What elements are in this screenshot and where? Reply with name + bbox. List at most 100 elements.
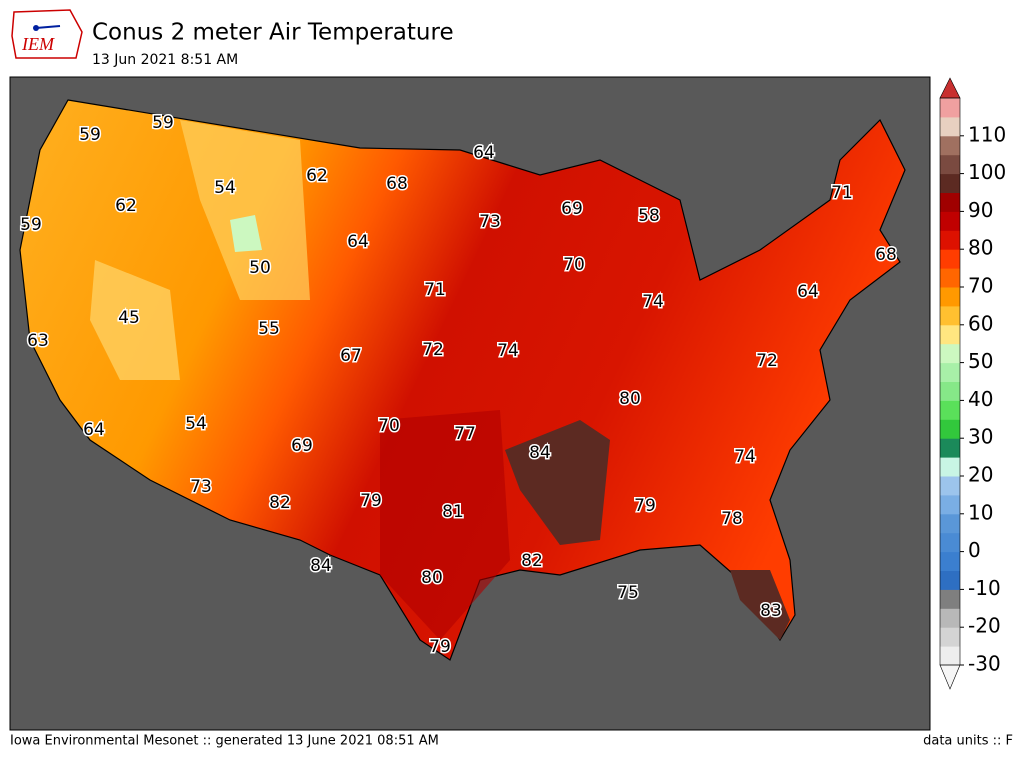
colorbar-band xyxy=(940,287,960,307)
colorbar-extend-top xyxy=(939,77,961,99)
temperature-label: 58 xyxy=(638,206,660,226)
temperature-label: 74 xyxy=(642,292,664,312)
colorbar-band xyxy=(940,211,960,231)
colorbar-band xyxy=(940,249,960,269)
logo-text: IEM xyxy=(21,34,55,54)
colorbar-band xyxy=(940,268,960,288)
temperature-label: 64 xyxy=(347,232,369,252)
colorbar-frame xyxy=(939,97,961,666)
temperature-label: 82 xyxy=(269,493,291,513)
temperature-label: 72 xyxy=(422,340,444,360)
temperature-label: 63 xyxy=(27,331,49,351)
temperature-label: 80 xyxy=(421,568,443,588)
colorbar-band xyxy=(940,192,960,212)
temperature-label: 64 xyxy=(83,420,105,440)
colorbar-tick-label: 60 xyxy=(968,311,993,335)
colorbar-tick-label: 10 xyxy=(968,500,993,524)
footer-left: Iowa Environmental Mesonet :: generated … xyxy=(10,734,439,749)
temperature-label: 73 xyxy=(479,212,501,232)
colorbar-band xyxy=(940,98,960,118)
colorbar-band xyxy=(940,494,960,515)
temperature-label: 72 xyxy=(756,351,778,371)
colorbar-band xyxy=(940,135,960,156)
colorbar-band xyxy=(940,513,960,534)
temperature-label: 74 xyxy=(497,341,519,361)
logo: IEM xyxy=(11,9,83,59)
temperature-label: 54 xyxy=(185,414,207,434)
temperature-label: 59 xyxy=(20,215,42,235)
temperature-label: 79 xyxy=(360,491,382,511)
colorbar-band xyxy=(940,608,960,628)
temperature-label: 79 xyxy=(429,637,451,657)
temperature-label: 70 xyxy=(563,255,585,275)
colorbar-band xyxy=(940,381,960,401)
colorbar-band xyxy=(940,532,960,553)
temperature-label: 69 xyxy=(291,436,313,456)
colorbar-band xyxy=(940,116,960,137)
colorbar-tick-label: 80 xyxy=(968,236,993,260)
colorbar-tick-label: -30 xyxy=(968,652,1001,676)
colorbar: -30 -20 -10 0 10 20 30 40 50 60 70 80 90 100 110 xyxy=(939,77,1006,690)
cool-area xyxy=(90,260,180,380)
subtitle: 13 Jun 2021 8:51 AM xyxy=(92,52,238,68)
colorbar-band xyxy=(940,627,960,647)
colorbar-band xyxy=(940,570,960,590)
colorbar-tick-label: -20 xyxy=(968,614,1001,638)
temperature-label: 82 xyxy=(521,551,543,571)
colorbar-extend-bottom xyxy=(939,664,961,690)
colorbar-tick-label: 30 xyxy=(968,425,993,449)
colorbar-tick-label: 70 xyxy=(968,274,993,298)
temperature-label: 55 xyxy=(258,319,280,339)
hot-area xyxy=(380,410,510,640)
colorbar-band xyxy=(940,324,960,345)
temperature-label: 78 xyxy=(721,509,743,529)
temperature-label: 45 xyxy=(118,308,140,328)
colorbar-band xyxy=(940,362,960,382)
temperature-label: 50 xyxy=(249,258,271,278)
cool-area xyxy=(230,215,262,252)
temperature-label: 83 xyxy=(760,601,782,621)
cool-area xyxy=(180,120,310,300)
temperature-label: 62 xyxy=(306,166,328,186)
colorbar-band xyxy=(940,589,960,609)
temperature-label: 77 xyxy=(454,424,476,444)
temperature-label: 84 xyxy=(310,556,332,576)
colorbar-band xyxy=(940,551,960,571)
temperature-label: 64 xyxy=(473,143,495,163)
temperature-label: 80 xyxy=(619,389,641,409)
colorbar-band xyxy=(940,419,960,439)
colorbar-band xyxy=(940,400,960,420)
colorbar-band xyxy=(940,154,960,175)
footer-right: data units :: F xyxy=(923,734,1013,749)
temperature-label: 71 xyxy=(831,183,853,203)
map: 59 59 54 62 68 64 62 59 73 69 58 71 68 50 64 70 45 55 71 74… xyxy=(9,76,931,731)
temperature-label: 73 xyxy=(190,477,212,497)
colorbar-band xyxy=(940,305,960,326)
title: Conus 2 meter Air Temperature xyxy=(92,20,454,46)
temperature-label: 59 xyxy=(152,113,174,133)
temperature-label: 62 xyxy=(115,196,137,216)
colorbar-band xyxy=(940,438,960,458)
temperature-label: 84 xyxy=(529,443,551,463)
colorbar-tick-label: 110 xyxy=(968,122,1006,146)
colorbar-tick-label: 40 xyxy=(968,387,993,411)
colorbar-tick-label: -10 xyxy=(968,576,1001,600)
temperature-label: 70 xyxy=(378,416,400,436)
temperature-label: 81 xyxy=(442,502,464,522)
temperature-label: 71 xyxy=(424,280,446,300)
colorbar-tick-label: 0 xyxy=(968,538,981,562)
temperature-label: 74 xyxy=(734,447,756,467)
hot-area xyxy=(730,570,790,640)
colorbar-band xyxy=(940,230,960,250)
temperature-label: 67 xyxy=(340,346,362,366)
colorbar-tick-label: 20 xyxy=(968,463,993,487)
temperature-label: 79 xyxy=(634,496,656,516)
temperature-label: 54 xyxy=(214,178,236,198)
temperature-label: 75 xyxy=(617,583,639,603)
colorbar-band xyxy=(940,476,960,496)
colorbar-tick-label: 90 xyxy=(968,198,993,222)
hot-area xyxy=(505,420,610,545)
temperature-label: 68 xyxy=(386,174,408,194)
